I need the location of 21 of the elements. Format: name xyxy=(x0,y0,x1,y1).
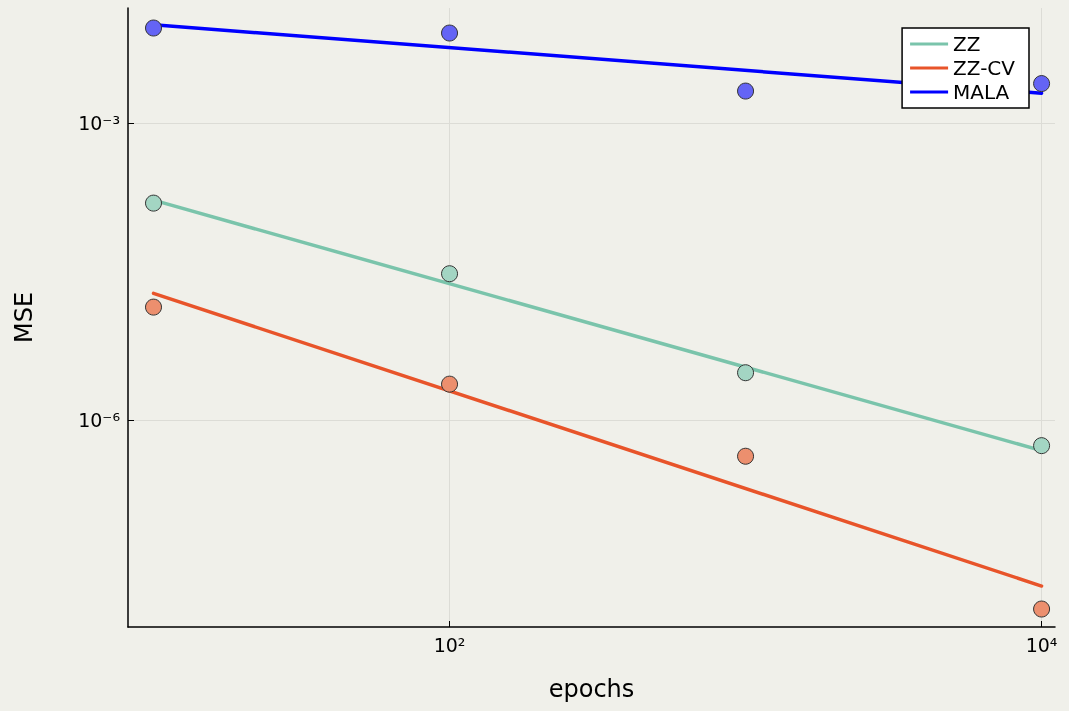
x-axis-title: epochs xyxy=(548,675,635,703)
legend-label: MALA xyxy=(953,80,1010,104)
legend-label: ZZ xyxy=(953,32,981,56)
legend-label: ZZ-CV xyxy=(953,56,1016,80)
point xyxy=(145,19,163,37)
point xyxy=(737,447,755,465)
y-axis-title: MSE xyxy=(10,291,38,344)
point xyxy=(441,24,459,42)
point xyxy=(1033,600,1051,618)
point xyxy=(1033,437,1051,455)
point xyxy=(441,265,459,283)
point xyxy=(1033,75,1051,93)
point xyxy=(145,298,163,316)
y-tick-label: 10⁻⁶ xyxy=(78,408,120,431)
point xyxy=(737,364,755,382)
point xyxy=(737,82,755,100)
x-tick-label: 10² xyxy=(433,633,466,656)
y-tick-label: 10⁻³ xyxy=(78,111,120,134)
point xyxy=(441,375,459,393)
point xyxy=(145,194,163,212)
x-tick-label: 10⁴ xyxy=(1025,633,1058,656)
